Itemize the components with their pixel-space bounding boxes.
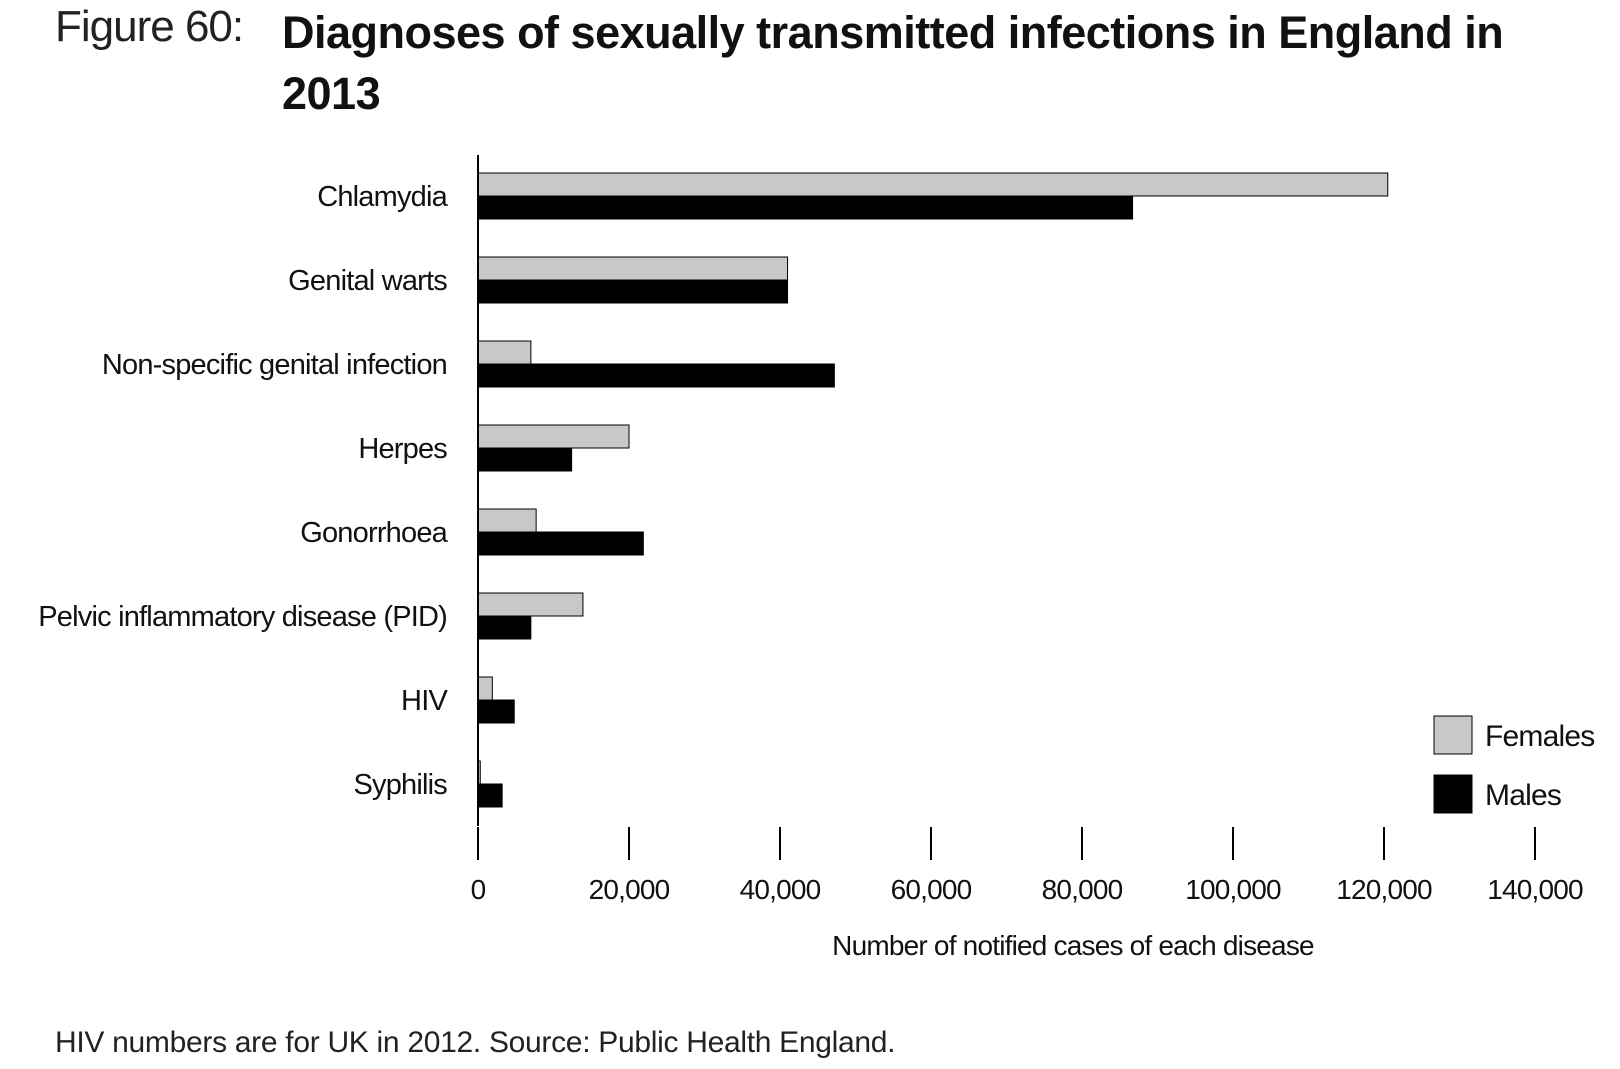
bar-females-5 — [477, 592, 584, 617]
category-label-4: Gonorrhoea — [300, 517, 448, 549]
legend: Females Males — [1433, 715, 1595, 814]
bar-males-2 — [477, 363, 835, 388]
x-tick-label-7: 140,000 — [1487, 874, 1583, 905]
category-label-2: Non-specific genital infection — [102, 349, 447, 381]
bar-females-0 — [477, 172, 1389, 197]
category-label-1: Genital warts — [288, 265, 447, 297]
category-label-7: Syphilis — [353, 769, 447, 801]
chart-title: Diagnoses of sexually transmitted infect… — [282, 7, 1504, 119]
x-tick-label-5: 100,000 — [1185, 874, 1281, 905]
bar-males-0 — [477, 195, 1134, 220]
bar-males-5 — [477, 615, 532, 640]
bar-females-4 — [477, 508, 537, 533]
bar-females-2 — [477, 340, 532, 365]
legend-swatch-males — [1433, 774, 1473, 814]
bar-females-6 — [477, 676, 493, 701]
x-tick-label-6: 120,000 — [1336, 874, 1432, 905]
x-tick-label-2: 40,000 — [740, 874, 821, 905]
bar-males-3 — [477, 447, 573, 472]
legend-label-females: Females — [1485, 720, 1594, 753]
bar-males-7 — [477, 783, 503, 808]
x-axis-ticks: 0 20,000 40,000 60,000 80,000 100,000 120,000 1… — [471, 827, 1584, 905]
footnote: HIV numbers are for UK in 2012. Source: … — [55, 1026, 896, 1059]
figure-label: Figure 60: — [55, 2, 244, 51]
x-tick-label-0: 0 — [471, 874, 486, 905]
category-label-3: Herpes — [358, 433, 447, 465]
x-tick-label-4: 80,000 — [1042, 874, 1123, 905]
x-tick-label-1: 20,000 — [589, 874, 670, 905]
legend-swatch-females — [1433, 715, 1473, 755]
x-tick-label-3: 60,000 — [891, 874, 972, 905]
bar-chart: Chlamydia Genital warts Non-specific genit… — [38, 155, 1595, 961]
category-labels: Chlamydia Genital warts Non-specific genit… — [38, 181, 449, 801]
x-axis-title: Number of notified cases of each disease — [832, 930, 1314, 961]
category-label-6: HIV — [401, 685, 448, 717]
bars-layer — [477, 172, 1389, 808]
bar-females-1 — [477, 256, 789, 281]
category-label-5: Pelvic inflammatory disease (PID) — [38, 601, 447, 633]
bar-males-4 — [477, 531, 644, 556]
legend-label-males: Males — [1485, 779, 1561, 812]
bar-males-6 — [477, 699, 515, 724]
bar-males-1 — [477, 279, 789, 304]
category-label-0: Chlamydia — [317, 181, 448, 213]
bar-females-3 — [477, 424, 630, 449]
